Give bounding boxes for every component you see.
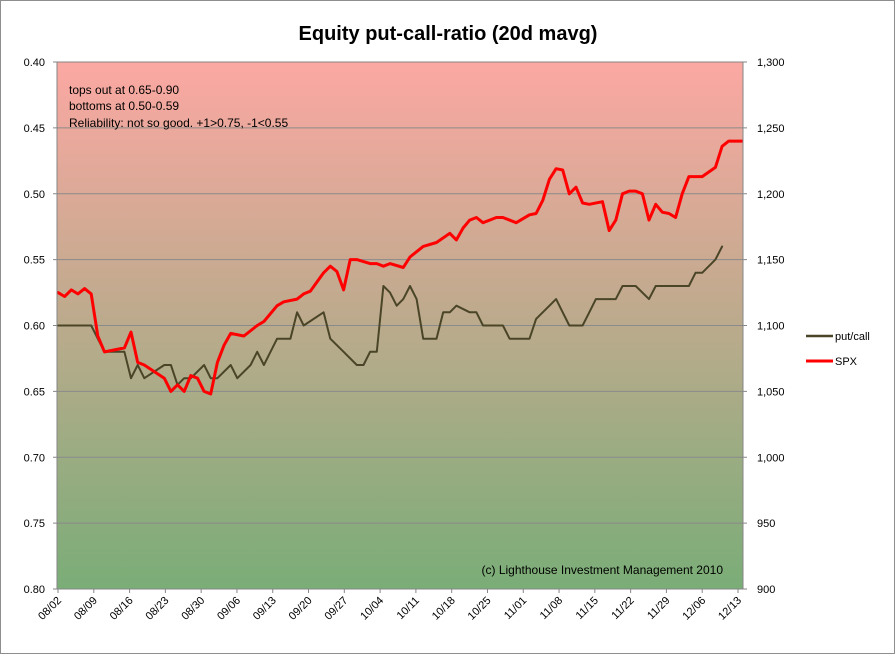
x-tick-label: 08/16 bbox=[108, 595, 136, 623]
x-tick-label: 08/09 bbox=[72, 595, 100, 623]
x-tick-label: 11/08 bbox=[538, 595, 565, 622]
left-tick-label: 0.45 bbox=[24, 123, 45, 135]
x-tick-label: 12/06 bbox=[680, 595, 708, 623]
legend-label-spx: SPX bbox=[835, 356, 858, 368]
x-tick-label: 11/15 bbox=[574, 595, 601, 622]
plot-border bbox=[56, 61, 744, 590]
x-tick-label: 10/25 bbox=[466, 595, 494, 623]
annotation-line-2: bottoms at 0.50-0.59 bbox=[69, 99, 179, 113]
x-tick-label: 09/13 bbox=[251, 595, 279, 623]
x-tick-label: 10/11 bbox=[395, 595, 422, 622]
credit-text: (c) Lighthouse Investment Management 201… bbox=[482, 563, 724, 577]
left-tick-label: 0.60 bbox=[24, 321, 45, 333]
x-tick-label: 11/29 bbox=[645, 595, 672, 622]
right-tick-label: 1,250 bbox=[757, 123, 785, 135]
series-lines bbox=[56, 139, 744, 396]
x-tick-label: 11/22 bbox=[609, 595, 636, 622]
left-axis-ticks: 0.40 0.45 0.50 0.55 0.60 0.65 0.70 0.75 0.80 bbox=[24, 57, 57, 596]
right-tick-label: 900 bbox=[757, 584, 775, 596]
x-tick-label: 09/20 bbox=[287, 595, 315, 623]
right-tick-label: 1,050 bbox=[757, 386, 785, 398]
left-tick-label: 0.80 bbox=[24, 584, 45, 596]
series-line-spx bbox=[56, 139, 744, 396]
x-tick-label: 11/01 bbox=[502, 595, 529, 622]
chart-title: Equity put-call-ratio (20d mavg) bbox=[299, 23, 598, 45]
x-tick-label: 09/06 bbox=[215, 595, 243, 623]
left-tick-label: 0.40 bbox=[24, 57, 45, 69]
right-tick-label: 1,300 bbox=[757, 57, 785, 69]
x-tick-label: 08/23 bbox=[144, 595, 172, 623]
right-tick-label: 1,150 bbox=[757, 255, 785, 267]
left-tick-label: 0.55 bbox=[24, 255, 45, 267]
left-tick-label: 0.75 bbox=[24, 518, 45, 530]
x-tick-label: 08/30 bbox=[179, 595, 207, 623]
right-tick-label: 950 bbox=[757, 518, 775, 530]
right-tick-label: 1,100 bbox=[757, 321, 785, 333]
series-line-put-call bbox=[57, 245, 724, 386]
x-axis-ticks: 08/02 08/09 08/16 08/23 08/30 09/06 09/13 09/20… bbox=[36, 589, 744, 623]
annotation-line-3: Reliability: not so good. +1>0.75, -1<0.… bbox=[69, 116, 288, 130]
right-tick-label: 1,200 bbox=[757, 189, 785, 201]
legend: put/call SPX bbox=[806, 331, 870, 368]
x-tick-label: 10/18 bbox=[430, 595, 458, 623]
right-axis-ticks: 1,300 1,250 1,200 1,150 1,100 1,050 1,000 950 90… bbox=[743, 57, 785, 596]
gridlines bbox=[57, 127, 743, 524]
x-tick-label: 10/04 bbox=[358, 595, 386, 623]
left-tick-label: 0.70 bbox=[24, 452, 45, 464]
right-tick-label: 1,000 bbox=[757, 452, 785, 464]
annotation-line-1: tops out at 0.65-0.90 bbox=[69, 83, 179, 97]
left-tick-label: 0.50 bbox=[24, 189, 45, 201]
x-tick-label: 08/02 bbox=[36, 595, 64, 623]
x-tick-label: 09/27 bbox=[322, 595, 350, 623]
legend-label-put-call: put/call bbox=[835, 331, 870, 343]
x-tick-label: 12/13 bbox=[716, 595, 744, 623]
left-tick-label: 0.65 bbox=[24, 386, 45, 398]
